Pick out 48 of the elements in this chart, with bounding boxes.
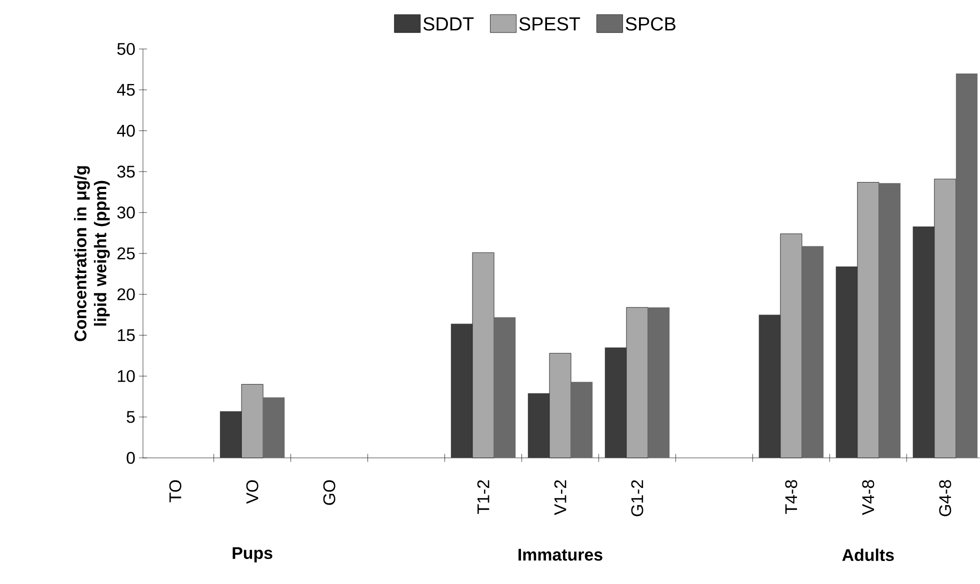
bar [758, 314, 780, 458]
y-tick-label: 20 [117, 288, 135, 300]
y-tick-label: 5 [126, 411, 135, 423]
x-tick-label: V4-8 [862, 480, 874, 516]
y-tick-label: 30 [117, 206, 135, 219]
text: Adults [842, 548, 894, 562]
x-tick-label: T4-8 [785, 480, 798, 514]
x-tick-label: GO [323, 480, 336, 505]
bar [802, 246, 824, 458]
y-tick-label: 35 [117, 166, 135, 178]
bar [263, 397, 285, 458]
y-tick-label: 10 [118, 370, 135, 382]
bar [494, 317, 516, 458]
bar [549, 353, 572, 458]
bar [571, 382, 593, 458]
y-axis-title: Concentration in μg/g lipid weight (ppm) [74, 166, 110, 342]
bar [528, 393, 550, 458]
legend-label: SDDT [423, 17, 474, 31]
bar [220, 411, 242, 458]
x-tick-label: G1-2 [631, 480, 644, 516]
bar [780, 234, 802, 458]
bar [878, 183, 900, 458]
x-tick-label: TO [169, 480, 182, 502]
x-tick-label: V1-2 [554, 480, 566, 516]
legend-label: SPEST [519, 17, 580, 31]
bar [626, 307, 648, 458]
y-tick-label: 40 [117, 124, 135, 137]
text: Immatures [518, 548, 602, 561]
x-tick-label: VO [246, 480, 258, 504]
bar [472, 252, 494, 458]
bar [857, 182, 880, 458]
bar [836, 266, 858, 458]
y-tick-label: 45 [117, 84, 135, 96]
y-tick-label: 0 [126, 452, 135, 464]
legend-label: SPCB [626, 17, 676, 31]
bar [648, 307, 670, 458]
bar [450, 324, 472, 458]
bar [604, 348, 626, 458]
text: Pups [232, 547, 272, 562]
y-tick-label: 15 [118, 329, 135, 342]
bar [956, 74, 978, 458]
bar [912, 226, 934, 458]
bar [934, 178, 956, 458]
x-tick-label: G4-8 [939, 480, 952, 516]
y-tick-label: 25 [117, 248, 135, 260]
y-tick-label: 50 [117, 43, 135, 56]
x-tick-label: T1-2 [477, 480, 490, 514]
bar [241, 384, 264, 458]
